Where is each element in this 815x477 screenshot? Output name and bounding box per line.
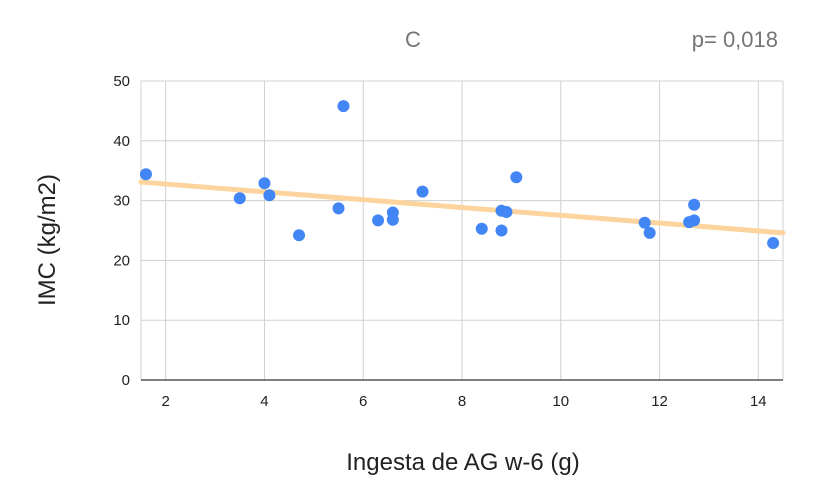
data-point xyxy=(643,226,656,239)
y-tick-label: 40 xyxy=(113,133,130,150)
data-point xyxy=(139,168,152,181)
axes: 0 10 20 30 40 50 2 4 6 8 10 12 14 xyxy=(113,73,783,410)
data-point xyxy=(500,205,513,218)
data-point xyxy=(233,192,246,205)
trendline xyxy=(138,179,786,236)
data-point xyxy=(386,213,399,226)
data-point xyxy=(688,198,701,211)
data-point xyxy=(332,202,345,215)
data-point xyxy=(372,214,385,227)
x-axis-title: Ingesta de AG w-6 (g) xyxy=(346,449,579,476)
data-point xyxy=(337,100,350,113)
data-point xyxy=(638,216,651,229)
y-tick-label: 50 xyxy=(113,73,130,90)
data-point xyxy=(258,177,271,190)
chart-title: C xyxy=(405,27,421,52)
points-layer xyxy=(139,100,780,250)
y-axis-title: IMC (kg/m2) xyxy=(34,174,61,306)
y-tick-label: 10 xyxy=(113,312,130,329)
x-tick-label: 6 xyxy=(359,393,367,410)
x-tick-label: 2 xyxy=(162,393,170,410)
data-point xyxy=(510,171,523,184)
x-tick-label: 4 xyxy=(260,393,268,410)
y-tick-label: 20 xyxy=(113,252,130,269)
data-point xyxy=(293,229,306,242)
y-tick-label: 30 xyxy=(113,193,130,210)
p-value-annotation: p= 0,018 xyxy=(692,27,778,52)
data-point xyxy=(475,222,488,235)
x-tick-label: 14 xyxy=(750,393,767,410)
data-point xyxy=(416,185,429,198)
data-point xyxy=(688,214,701,227)
data-point xyxy=(767,237,780,250)
trendline-layer xyxy=(138,179,786,236)
x-tick-label: 8 xyxy=(458,393,466,410)
y-tick-label: 0 xyxy=(122,372,130,389)
grid xyxy=(140,80,784,380)
data-point xyxy=(263,189,276,202)
x-tick-label: 12 xyxy=(651,393,668,410)
data-point xyxy=(495,224,508,237)
x-tick-label: 10 xyxy=(552,393,569,410)
